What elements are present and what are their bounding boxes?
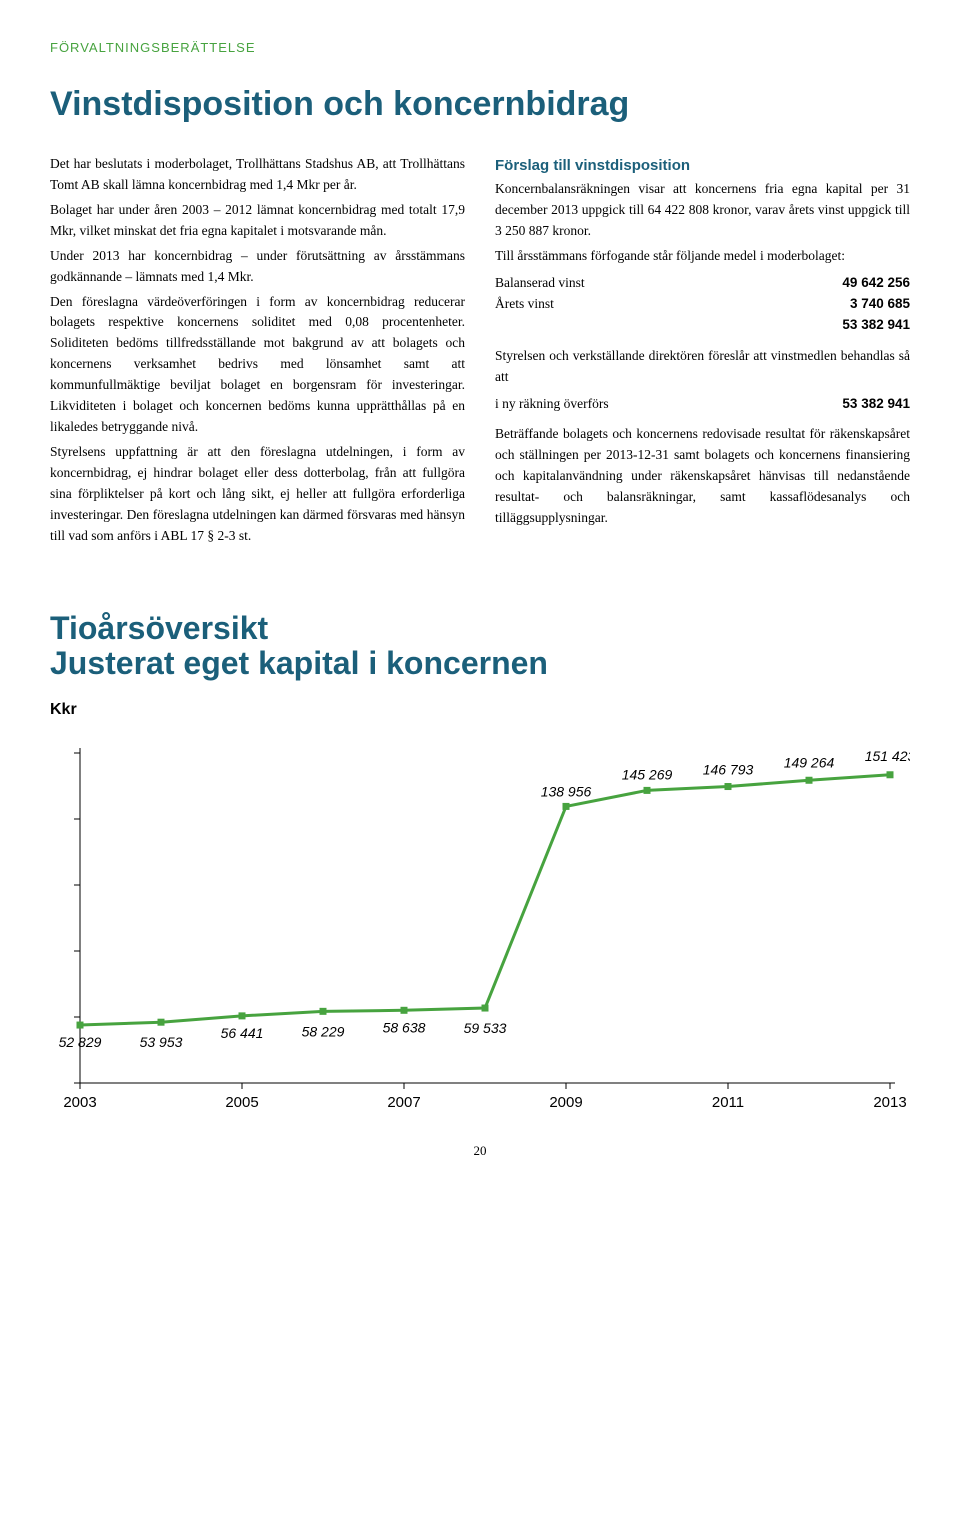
page-number: 20 xyxy=(50,1143,910,1159)
equity-chart: 2003 2005 2007 2009 2011 2013 52 829 53 953 56 4… xyxy=(50,723,910,1113)
svg-text:151 423: 151 423 xyxy=(865,748,910,764)
svg-text:58 638: 58 638 xyxy=(383,1019,426,1035)
svg-text:2007: 2007 xyxy=(387,1094,420,1111)
svg-text:2009: 2009 xyxy=(549,1094,582,1111)
svg-text:145 269: 145 269 xyxy=(622,766,673,782)
svg-text:58 229: 58 229 xyxy=(302,1023,345,1039)
y-axis-label: Kkr xyxy=(50,701,910,719)
body-paragraph: Styrelsens uppfattning är att den föresl… xyxy=(50,442,465,547)
section-label: FÖRVALTNINGSBERÄTTELSE xyxy=(50,40,910,55)
chart-title-line: Justerat eget kapital i koncernen xyxy=(50,645,548,681)
chart-title: Tioårsöversikt Justerat eget kapital i k… xyxy=(50,611,910,681)
subheading: Förslag till vinstdisposition xyxy=(495,154,910,177)
body-paragraph: Under 2013 har koncernbidrag – under för… xyxy=(50,246,465,288)
row-label: i ny räkning överförs xyxy=(495,394,609,415)
svg-text:52 829: 52 829 xyxy=(59,1034,102,1050)
allocation-table-2: i ny räkning överförs 53 382 941 xyxy=(495,394,910,415)
table-row: Balanserad vinst 49 642 256 xyxy=(495,273,910,294)
svg-text:53 953: 53 953 xyxy=(140,1034,183,1050)
svg-text:146 793: 146 793 xyxy=(703,761,754,777)
body-paragraph: Den föreslagna värdeöverföringen i form … xyxy=(50,292,465,438)
svg-text:59 533: 59 533 xyxy=(464,1020,507,1036)
body-columns: Det har beslutats i moderbolaget, Trollh… xyxy=(50,154,910,551)
body-paragraph: Styrelsen och verkställande direktören f… xyxy=(495,346,910,388)
svg-text:149 264: 149 264 xyxy=(784,754,835,770)
body-paragraph: Det har beslutats i moderbolaget, Trollh… xyxy=(50,154,465,196)
left-column: Det har beslutats i moderbolaget, Trollh… xyxy=(50,154,465,551)
chart-container: Kkr 2003 2005 2007 2009 2011 2013 52 829 53 953… xyxy=(50,701,910,1113)
row-value: 3 740 685 xyxy=(850,294,910,315)
row-value: 53 382 941 xyxy=(842,315,910,336)
body-paragraph: Bolaget har under åren 2003 – 2012 lämna… xyxy=(50,200,465,242)
allocation-table-1: Balanserad vinst 49 642 256 Årets vinst 3 7… xyxy=(495,273,910,336)
svg-text:2011: 2011 xyxy=(712,1094,744,1111)
svg-text:2005: 2005 xyxy=(225,1094,258,1111)
right-column: Förslag till vinstdisposition Koncernbal… xyxy=(495,154,910,551)
chart-title-line: Tioårsöversikt xyxy=(50,610,268,646)
table-row: i ny räkning överförs 53 382 941 xyxy=(495,394,910,415)
body-paragraph: Koncernbalansräkningen visar att koncern… xyxy=(495,179,910,242)
body-paragraph: Beträffande bolagets och koncernens redo… xyxy=(495,424,910,529)
page-title: Vinstdisposition och koncernbidrag xyxy=(50,85,910,124)
table-row: Årets vinst 3 740 685 xyxy=(495,294,910,315)
svg-text:2003: 2003 xyxy=(63,1094,96,1111)
svg-text:56 441: 56 441 xyxy=(221,1025,264,1041)
svg-text:2013: 2013 xyxy=(873,1094,906,1111)
row-value: 53 382 941 xyxy=(842,394,910,415)
row-label: Balanserad vinst xyxy=(495,273,585,294)
body-paragraph: Till årsstämmans förfogande står följand… xyxy=(495,246,910,267)
row-value: 49 642 256 xyxy=(842,273,910,294)
svg-text:138 956: 138 956 xyxy=(541,783,592,799)
table-row: 53 382 941 xyxy=(495,315,910,336)
row-label: Årets vinst xyxy=(495,294,554,315)
